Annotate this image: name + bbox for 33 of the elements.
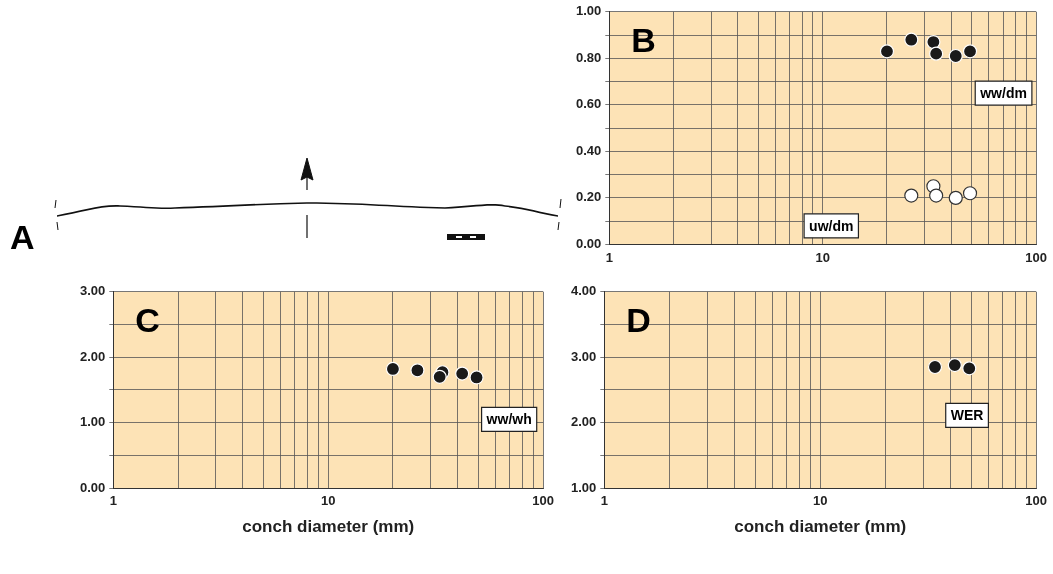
annotation: C — [135, 301, 160, 340]
annotation: D — [626, 301, 651, 340]
annotation: B — [631, 21, 656, 60]
y-tick-label: 1.00 — [570, 479, 597, 495]
y-tick-label: 3.00 — [79, 283, 106, 299]
x-tick-label: 1 — [600, 493, 608, 509]
text: ww/dm — [979, 85, 1027, 102]
text: A — [10, 218, 35, 257]
y-tick-label: 0.20 — [575, 189, 602, 205]
y-tick-label: 4.00 — [570, 283, 597, 299]
x-tick-label: 10 — [320, 493, 336, 509]
x-axis-title: conch diameter (mm) — [242, 517, 415, 537]
x-tick-label: 10 — [812, 493, 828, 509]
y-tick-label: 1.00 — [79, 414, 106, 430]
x-tick-label: 1 — [109, 493, 117, 509]
text: ww/wh — [485, 411, 532, 428]
y-tick-label: 3.00 — [570, 348, 597, 364]
y-tick-label: 1.00 — [575, 3, 602, 19]
x-tick-label: 100 — [532, 493, 555, 509]
x-axis-title: conch diameter (mm) — [734, 517, 907, 537]
y-tick-label: 0.00 — [79, 479, 106, 495]
x-tick-label: 100 — [1025, 249, 1048, 265]
y-tick-label: 2.00 — [570, 414, 597, 430]
y-tick-label: 0.80 — [575, 49, 602, 65]
y-tick-label: 0.40 — [575, 142, 602, 158]
x-tick-label: 100 — [1025, 493, 1048, 509]
x-tick-label: 1 — [605, 249, 613, 265]
y-tick-label: 2.00 — [79, 348, 106, 364]
y-tick-label: 0.60 — [575, 96, 602, 112]
text: uw/dm — [809, 217, 854, 234]
y-tick-label: 0.00 — [575, 235, 602, 251]
x-tick-label: 10 — [815, 249, 830, 265]
text: WER — [950, 407, 984, 424]
